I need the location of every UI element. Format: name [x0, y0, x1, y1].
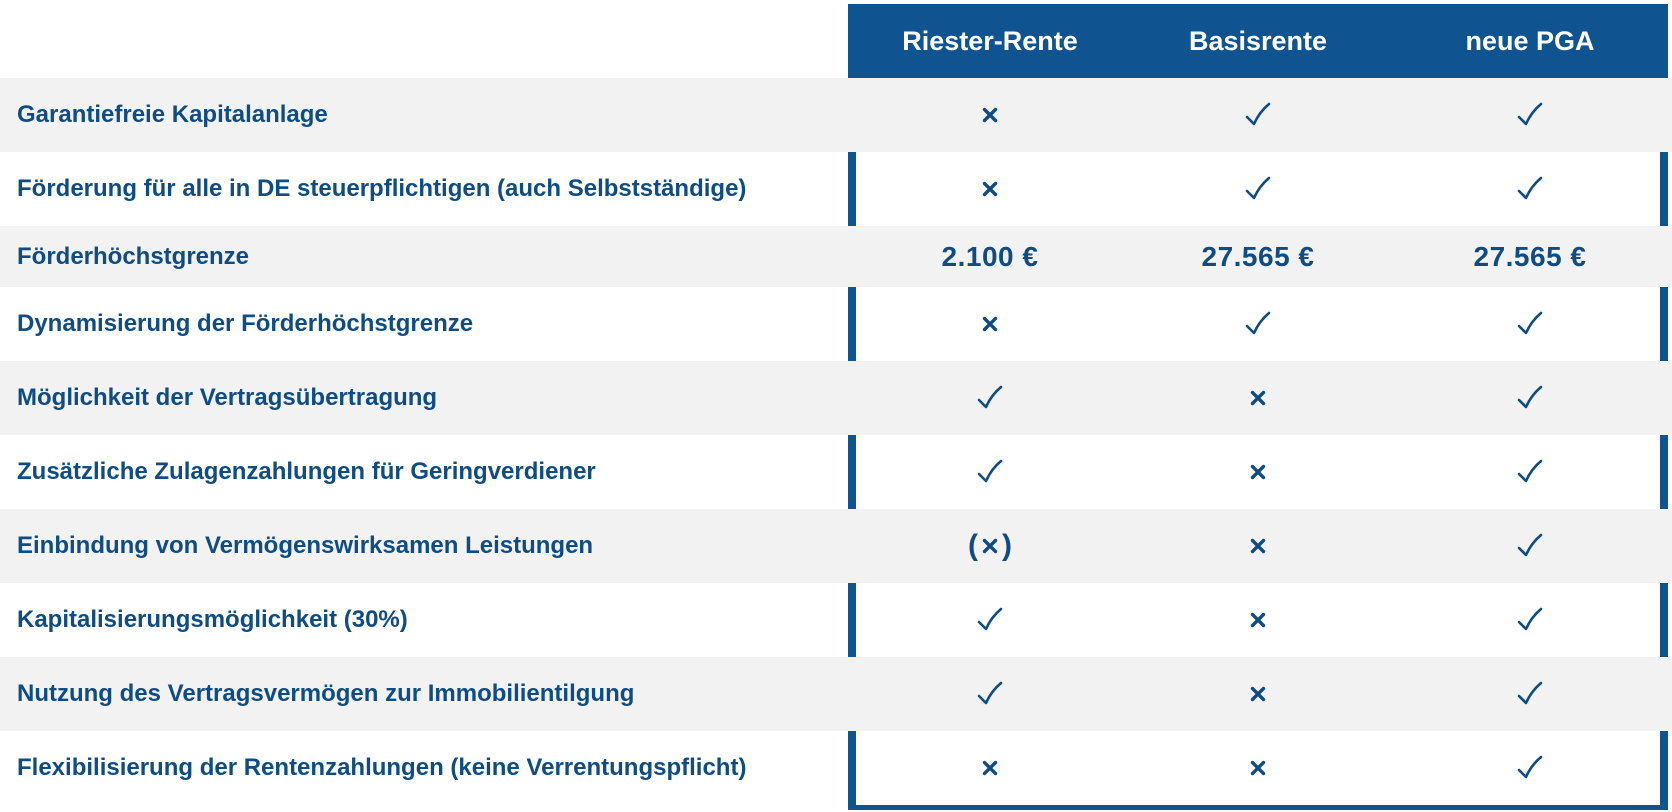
- cell-basisrente: [1128, 152, 1388, 226]
- table-row: Garantiefreie Kapitalanlage: [0, 78, 1672, 152]
- cell-basisrente: [1128, 78, 1388, 152]
- check-icon: [1245, 102, 1271, 128]
- cross-icon: [982, 760, 998, 776]
- check-icon: [1517, 755, 1543, 781]
- partial-cross-value: (): [968, 529, 1012, 562]
- cell-basisrente: [1128, 287, 1388, 361]
- cell-riester: [860, 435, 1120, 509]
- cell-riester: [860, 287, 1120, 361]
- check-icon: [1245, 311, 1271, 337]
- check-icon: [977, 459, 1003, 485]
- cross-icon: [1250, 538, 1266, 554]
- row-label: Zusätzliche Zulagenzahlungen für Geringv…: [17, 458, 596, 485]
- cell-pga: [1400, 583, 1660, 657]
- row-label: Flexibilisierung der Rentenzahlungen (ke…: [17, 754, 747, 781]
- cell-basisrente: [1128, 361, 1388, 435]
- cell-basisrente: [1128, 509, 1388, 583]
- cell-basisrente: [1128, 731, 1388, 805]
- check-icon: [977, 681, 1003, 707]
- limit-value: 27.565 €: [1201, 240, 1315, 272]
- row-label: Möglichkeit der Vertragsübertragung: [17, 384, 438, 411]
- table-row: Nutzung des Vertragsvermögen zur Immobil…: [0, 657, 1672, 731]
- check-icon: [1517, 311, 1543, 337]
- cell-riester: 2.100 €: [860, 226, 1120, 287]
- cross-icon: [982, 538, 998, 554]
- cell-pga: [1400, 287, 1660, 361]
- check-icon: [1517, 102, 1543, 128]
- row-label: Einbindung von Vermögenswirksamen Leistu…: [17, 532, 594, 559]
- cell-pga: [1400, 509, 1660, 583]
- cell-pga: [1400, 152, 1660, 226]
- check-icon: [1517, 681, 1543, 707]
- row-label: Nutzung des Vertragsvermögen zur Immobil…: [17, 680, 635, 707]
- cell-riester: [860, 657, 1120, 731]
- cell-pga: [1400, 657, 1660, 731]
- check-icon: [1517, 385, 1543, 411]
- cross-icon: [1250, 390, 1266, 406]
- table-row: Zusätzliche Zulagenzahlungen für Geringv…: [0, 435, 1672, 509]
- column-header-row: Riester-Rente Basisrente neue PGA: [0, 0, 1672, 78]
- row-label: Garantiefreie Kapitalanlage: [17, 101, 328, 128]
- column-header-basisrente: Basisrente: [1188, 25, 1328, 56]
- cell-riester: [860, 731, 1120, 805]
- cell-pga: [1400, 435, 1660, 509]
- row-label: Förderhöchstgrenze: [17, 242, 250, 270]
- cell-pga: [1400, 361, 1660, 435]
- check-icon: [1517, 459, 1543, 485]
- table-row: Flexibilisierung der Rentenzahlungen (ke…: [0, 731, 1672, 805]
- table-row: Kapitalisierungsmöglichkeit (30%): [0, 583, 1672, 657]
- cell-basisrente: [1128, 657, 1388, 731]
- limit-value: 27.565 €: [1473, 240, 1587, 272]
- cross-icon: [982, 316, 998, 332]
- row-label: Kapitalisierungsmöglichkeit (30%): [17, 606, 408, 633]
- check-icon: [1517, 176, 1543, 202]
- row-label: Förderung für alle in DE steuerpflichtig…: [17, 175, 747, 202]
- table-row: Möglichkeit der Vertragsübertragung: [0, 361, 1672, 435]
- cross-icon: [1250, 612, 1266, 628]
- cell-pga: [1400, 78, 1660, 152]
- cross-icon: [982, 107, 998, 123]
- cell-basisrente: [1128, 583, 1388, 657]
- cross-icon: [1250, 464, 1266, 480]
- check-icon: [1517, 533, 1543, 559]
- cell-riester: (): [860, 509, 1120, 583]
- limit-value: 2.100 €: [941, 240, 1039, 272]
- table-row: Förderhöchstgrenze 2.100 € 27.565 € 27.565 …: [0, 226, 1672, 287]
- cell-riester: [860, 78, 1120, 152]
- cross-icon: [982, 181, 998, 197]
- cell-basisrente: 27.565 €: [1128, 226, 1388, 287]
- comparison-table: Garantiefreie Kapitalanlage Förderung für…: [0, 78, 1672, 805]
- check-icon: [977, 607, 1003, 633]
- cross-icon: [1250, 686, 1266, 702]
- column-header-riester: Riester-Rente: [902, 25, 1078, 56]
- table-row: Einbindung von Vermögenswirksamen Leistu…: [0, 509, 1672, 583]
- cell-riester: [860, 152, 1120, 226]
- cross-icon: [1250, 760, 1266, 776]
- check-icon: [1245, 176, 1271, 202]
- cell-riester: [860, 583, 1120, 657]
- table-row: Dynamisierung der Förderhöchstgrenze: [0, 287, 1672, 361]
- check-icon: [1517, 607, 1543, 633]
- cell-pga: 27.565 €: [1400, 226, 1660, 287]
- cell-pga: [1400, 731, 1660, 805]
- table-row: Förderung für alle in DE steuerpflichtig…: [0, 152, 1672, 226]
- row-label: Dynamisierung der Förderhöchstgrenze: [17, 310, 474, 337]
- column-header-pga: neue PGA: [1465, 25, 1595, 56]
- check-icon: [977, 385, 1003, 411]
- cell-basisrente: [1128, 435, 1388, 509]
- cell-riester: [860, 361, 1120, 435]
